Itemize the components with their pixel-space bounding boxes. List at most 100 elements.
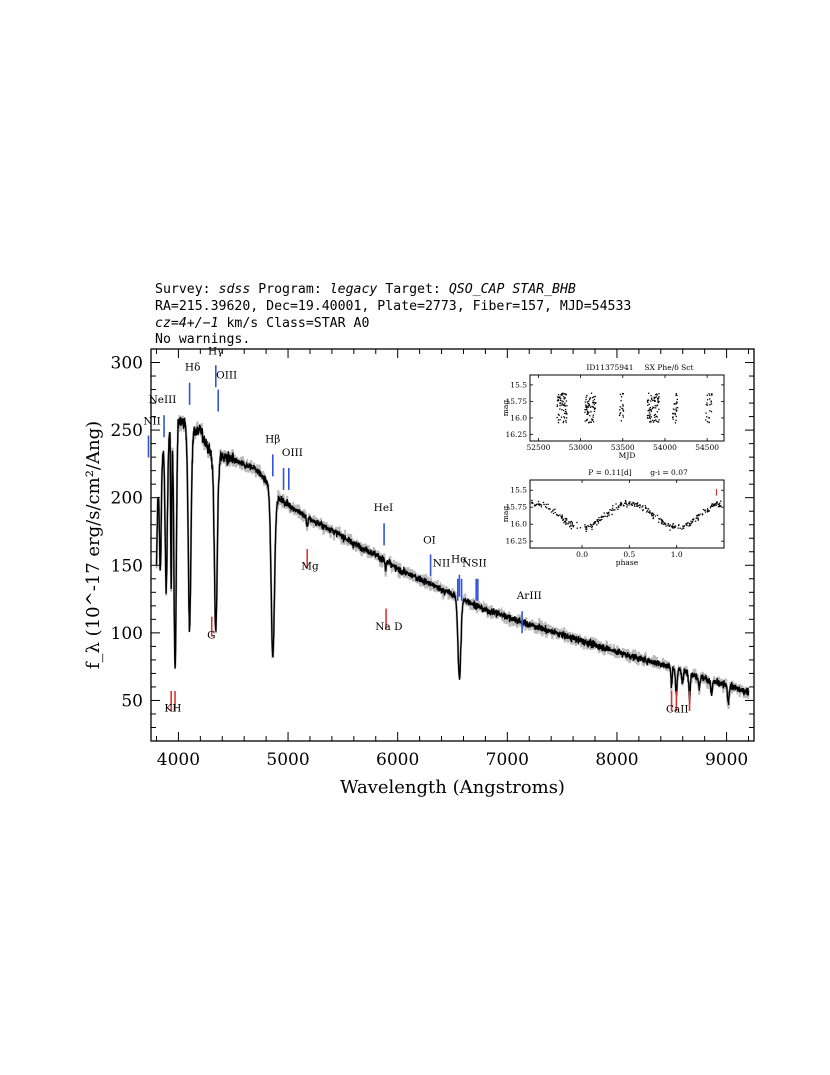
inset-point bbox=[586, 410, 589, 412]
inset-point bbox=[592, 402, 595, 404]
inset-point bbox=[622, 408, 624, 410]
inset-point bbox=[682, 525, 684, 527]
inset-point bbox=[545, 503, 547, 506]
inset-point bbox=[647, 410, 649, 412]
inset-point bbox=[564, 410, 567, 413]
inset-point bbox=[594, 395, 596, 398]
inset-point bbox=[559, 402, 561, 405]
inset-point bbox=[593, 401, 595, 404]
inset-point bbox=[694, 520, 697, 522]
inset-point bbox=[593, 522, 595, 524]
inset-point bbox=[611, 513, 613, 516]
inset-point bbox=[561, 514, 563, 516]
inset-point bbox=[586, 413, 589, 415]
inset-point bbox=[654, 515, 657, 517]
y-tick-label: 300 bbox=[111, 354, 143, 374]
inset-point bbox=[563, 412, 566, 415]
inset-point bbox=[710, 401, 712, 403]
inset-point bbox=[620, 501, 622, 504]
inset-y-tick-label: 15.75 bbox=[506, 503, 528, 512]
inset-point bbox=[562, 404, 564, 406]
inset-point bbox=[665, 523, 667, 525]
inset-point bbox=[540, 506, 542, 508]
inset-point bbox=[559, 404, 561, 407]
inset-y-title: mag bbox=[501, 506, 510, 523]
inset-point bbox=[705, 412, 707, 414]
inset-point bbox=[662, 523, 665, 525]
inset-point bbox=[682, 527, 684, 529]
inset-point bbox=[626, 506, 628, 508]
inset-point bbox=[658, 400, 660, 403]
inset-point bbox=[657, 399, 659, 401]
inset-point bbox=[636, 502, 639, 504]
inset-x-tick-label: 54500 bbox=[695, 443, 719, 452]
inset-point bbox=[620, 396, 623, 398]
inset-point bbox=[585, 396, 587, 398]
inset-point bbox=[678, 524, 680, 526]
inset-point bbox=[556, 416, 558, 419]
inset-point bbox=[706, 394, 708, 396]
inset-point bbox=[704, 509, 706, 512]
inset-point bbox=[685, 524, 688, 526]
inset-x-tick-label: 1.0 bbox=[671, 550, 683, 559]
inset-point bbox=[672, 527, 675, 529]
inset-point bbox=[669, 529, 671, 531]
inset-point bbox=[584, 401, 587, 403]
spectrum-flux-line bbox=[155, 416, 750, 706]
inset-point bbox=[636, 505, 638, 507]
inset-point bbox=[633, 504, 636, 506]
inset-x-tick-label: 0.5 bbox=[623, 550, 635, 559]
inset-point bbox=[652, 399, 654, 402]
inset-point bbox=[705, 419, 707, 421]
line-label: ArIII bbox=[516, 590, 542, 602]
inset-point bbox=[619, 504, 621, 506]
inset-point bbox=[590, 421, 592, 423]
inset-point bbox=[591, 525, 593, 527]
inset-point bbox=[594, 522, 596, 524]
inset-point bbox=[697, 517, 699, 519]
inset-y-tick-label: 16.25 bbox=[506, 430, 528, 439]
inset-point bbox=[540, 504, 543, 506]
inset-point bbox=[620, 420, 623, 422]
inset-point bbox=[539, 503, 542, 506]
inset-point bbox=[587, 525, 590, 527]
inset-point bbox=[639, 506, 641, 509]
inset-point bbox=[548, 508, 551, 510]
inset-point bbox=[600, 516, 603, 518]
inset-point bbox=[542, 501, 545, 504]
inset-point bbox=[656, 416, 658, 418]
inset-point bbox=[650, 512, 653, 515]
inset-point bbox=[657, 421, 660, 423]
inset-point bbox=[646, 400, 649, 402]
inset-point bbox=[658, 396, 660, 398]
inset-point bbox=[569, 521, 571, 523]
inset-point bbox=[591, 526, 593, 528]
inset-point bbox=[702, 508, 705, 511]
inset-point bbox=[708, 417, 710, 419]
inset-point bbox=[636, 503, 638, 505]
inset-point bbox=[647, 401, 649, 403]
line-label: KH bbox=[164, 702, 181, 714]
inset-point bbox=[590, 524, 592, 526]
inset-point bbox=[564, 517, 566, 520]
inset-point bbox=[594, 402, 597, 404]
inset-point bbox=[607, 513, 609, 515]
inset-point bbox=[586, 418, 589, 421]
inset-point bbox=[592, 400, 594, 402]
inset-point bbox=[695, 517, 697, 520]
inset-point bbox=[584, 526, 586, 528]
inset-point bbox=[561, 517, 563, 519]
inset-point bbox=[654, 419, 657, 421]
inset-point bbox=[649, 408, 652, 411]
inset-point bbox=[654, 413, 657, 416]
inset-point bbox=[628, 502, 630, 504]
inset-x-tick-label: 53000 bbox=[569, 443, 593, 452]
inset-point bbox=[601, 518, 603, 521]
inset-point bbox=[657, 521, 660, 523]
inset-point bbox=[630, 504, 632, 506]
inset-point bbox=[655, 420, 658, 422]
inset-point bbox=[560, 397, 562, 400]
inset-point bbox=[620, 503, 622, 505]
inset-point bbox=[656, 514, 659, 516]
